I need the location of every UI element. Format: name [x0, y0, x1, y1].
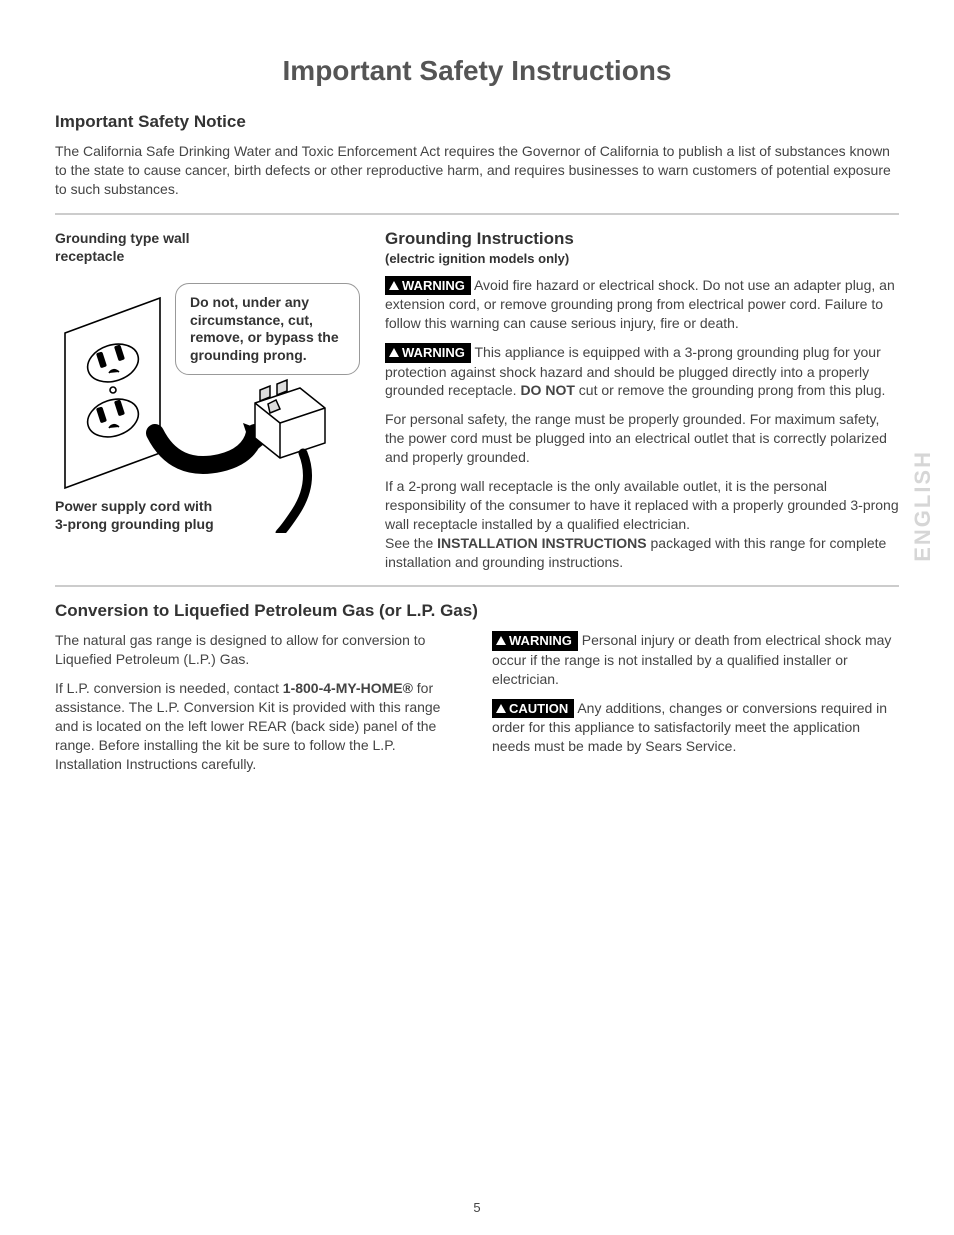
conversion-left-p1: The natural gas range is designed to all… — [55, 631, 462, 669]
receptacle-label: Grounding type wall receptacle — [55, 229, 195, 265]
page-title: Important Safety Instructions — [55, 55, 899, 87]
caution-label: CAUTION — [509, 701, 568, 716]
warning-triangle-icon — [389, 348, 399, 357]
cord-label: Power supply cord with 3-prong grounding… — [55, 497, 215, 533]
grounding-para-4: If a 2-prong wall receptacle is the only… — [385, 477, 899, 571]
warning-badge: WARNING — [385, 343, 471, 363]
conversion-warning: WARNING Personal injury or death from el… — [492, 631, 899, 688]
warning-2-text-c: cut or remove the grounding prong from t… — [575, 382, 886, 398]
warning-triangle-icon — [496, 636, 506, 645]
grounding-text-column: Grounding Instructions (electric ignitio… — [385, 229, 899, 572]
outlet-plug-diagram: Do not, under any circumstance, cut, rem… — [55, 273, 360, 533]
divider — [55, 585, 899, 587]
conversion-left: The natural gas range is designed to all… — [55, 631, 462, 773]
safety-notice-body: The California Safe Drinking Water and T… — [55, 142, 899, 199]
para4-a: If a 2-prong wall receptacle is the only… — [385, 478, 899, 532]
para4-c: INSTALLATION INSTRUCTIONS — [437, 535, 646, 551]
language-side-label: ENGLISH — [910, 450, 936, 562]
warning-label: WARNING — [509, 633, 572, 648]
warning-triangle-icon — [389, 281, 399, 290]
warning-label: WARNING — [402, 278, 465, 293]
warning-label: WARNING — [402, 345, 465, 360]
divider — [55, 213, 899, 215]
grounding-warning-1: WARNING Avoid fire hazard or electrical … — [385, 276, 899, 333]
diagram-column: Grounding type wall receptacle Do not, u… — [55, 229, 360, 572]
warning-badge: WARNING — [492, 631, 578, 651]
conversion-caution: CAUTION Any additions, changes or conver… — [492, 699, 899, 756]
conversion-heading: Conversion to Liquefied Petroleum Gas (o… — [55, 601, 899, 621]
page-number: 5 — [0, 1200, 954, 1215]
conversion-right: WARNING Personal injury or death from el… — [492, 631, 899, 773]
para4-b: See the — [385, 535, 437, 551]
grounding-para-3: For personal safety, the range must be p… — [385, 410, 899, 467]
warning-badge: WARNING — [385, 276, 471, 296]
safety-notice-heading: Important Safety Notice — [55, 112, 899, 132]
warning-2-text-b: DO NOT — [520, 382, 574, 398]
warning-triangle-icon — [496, 704, 506, 713]
grounding-subheading: (electric ignition models only) — [385, 251, 899, 266]
conv-p2-a: If L.P. conversion is needed, contact — [55, 680, 283, 696]
conversion-left-p2: If L.P. conversion is needed, contact 1-… — [55, 679, 462, 773]
grounding-section: Grounding type wall receptacle Do not, u… — [55, 229, 899, 572]
conversion-columns: The natural gas range is designed to all… — [55, 631, 899, 773]
conv-p2-b: 1-800-4-MY-HOME® — [283, 680, 413, 696]
grounding-heading: Grounding Instructions — [385, 229, 899, 249]
grounding-warning-2: WARNING This appliance is equipped with … — [385, 343, 899, 400]
outlet-plug-icon — [55, 273, 360, 533]
caution-badge: CAUTION — [492, 699, 574, 719]
